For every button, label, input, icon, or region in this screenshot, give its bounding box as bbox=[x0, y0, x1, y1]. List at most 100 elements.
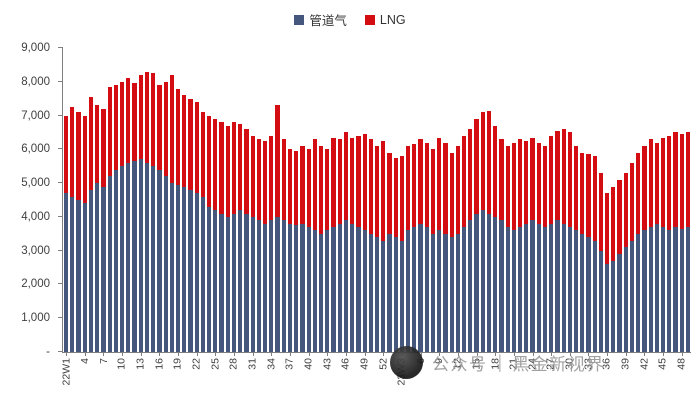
pipeline-gas-segment bbox=[406, 230, 411, 352]
bar-week-87 bbox=[598, 48, 604, 352]
legend-label-pipeline-gas: 管道气 bbox=[309, 14, 347, 28]
pipeline-gas-segment bbox=[88, 189, 94, 352]
pipeline-gas-segment bbox=[530, 220, 535, 352]
pipeline-gas-segment bbox=[480, 210, 485, 352]
lng-segment bbox=[418, 139, 423, 224]
lng-segment bbox=[300, 145, 305, 224]
bar-week-68 bbox=[480, 48, 486, 352]
bar-week-34: 34 bbox=[265, 48, 277, 370]
pipeline-gas-segment bbox=[138, 159, 143, 352]
x-tick-label: 28 bbox=[228, 358, 241, 370]
pipeline-gas-segment bbox=[207, 206, 212, 352]
bar-week-1: 22W1 bbox=[60, 48, 72, 385]
lng-segment bbox=[306, 149, 311, 228]
y-tick-label: 2,000 bbox=[21, 278, 50, 291]
bar-week-36 bbox=[281, 48, 287, 352]
bar-week-25: 25 bbox=[209, 48, 221, 370]
bar-week-69 bbox=[486, 48, 492, 352]
pipeline-gas-segment bbox=[356, 227, 361, 352]
y-tick-label: 8,000 bbox=[21, 75, 50, 88]
pipeline-gas-segment bbox=[157, 169, 162, 352]
lng-segment bbox=[287, 149, 293, 224]
pipeline-gas-segment bbox=[325, 230, 330, 352]
bar-week-13: 13 bbox=[135, 48, 147, 370]
pipeline-gas-segment bbox=[661, 227, 666, 352]
lng-segment bbox=[648, 139, 653, 228]
pipeline-gas-segment bbox=[673, 227, 678, 352]
lng-swatch-icon bbox=[364, 14, 375, 25]
pipeline-gas-segment bbox=[549, 223, 554, 352]
x-tick-label: 39 bbox=[619, 358, 632, 370]
pipeline-gas-segment bbox=[306, 227, 311, 352]
lng-segment bbox=[113, 85, 118, 170]
lng-segment bbox=[567, 132, 572, 228]
bar-week-95 bbox=[648, 48, 654, 352]
bar-week-60 bbox=[430, 48, 436, 352]
bar-week-42 bbox=[318, 48, 324, 352]
x-tick-label: 13 bbox=[134, 358, 147, 370]
bar-week-14 bbox=[144, 48, 150, 352]
pipeline-gas-segment bbox=[331, 227, 336, 352]
pipeline-gas-segment bbox=[101, 186, 106, 352]
pipeline-gas-segment bbox=[374, 237, 380, 352]
pipeline-gas-segment bbox=[474, 213, 479, 352]
lng-segment bbox=[275, 105, 280, 217]
watermark-separator: | bbox=[497, 352, 503, 372]
x-tick-label: 52 bbox=[377, 358, 390, 370]
bar-week-93 bbox=[635, 48, 641, 352]
bar-week-9 bbox=[113, 48, 119, 352]
pipeline-gas-segment bbox=[449, 237, 454, 352]
bar-week-79: 27 bbox=[545, 48, 557, 370]
lng-segment bbox=[325, 149, 330, 231]
pipeline-gas-segment bbox=[231, 213, 237, 352]
bar-week-49: 49 bbox=[359, 48, 371, 370]
bar-week-5 bbox=[88, 48, 94, 352]
y-tick-mark bbox=[58, 283, 63, 285]
bar-week-21 bbox=[187, 48, 193, 352]
x-tick-label: 22W1 bbox=[60, 358, 73, 386]
pipeline-gas-segment bbox=[163, 176, 168, 352]
x-tick-label: 22 bbox=[190, 358, 203, 370]
legend-label-lng: LNG bbox=[379, 12, 406, 27]
lng-segment bbox=[654, 142, 659, 224]
pipeline-gas-segment bbox=[462, 227, 467, 352]
pipeline-gas-segment bbox=[418, 223, 423, 352]
pipeline-gas-segment bbox=[368, 233, 373, 352]
pipeline-gas-segment bbox=[617, 254, 622, 352]
pipeline-gas-segment bbox=[188, 189, 193, 352]
lng-segment bbox=[88, 97, 94, 190]
bar-week-19: 19 bbox=[172, 48, 184, 370]
pipeline-gas-segment bbox=[468, 220, 473, 352]
pipeline-gas-segment bbox=[238, 210, 243, 352]
bar-week-86 bbox=[592, 48, 598, 352]
x-tick-label: 43 bbox=[321, 358, 334, 370]
pipeline-gas-segment bbox=[536, 223, 541, 352]
y-tick-label: 7,000 bbox=[21, 109, 50, 122]
lng-segment bbox=[337, 139, 342, 224]
pipeline-gas-swatch-icon bbox=[294, 14, 305, 25]
y-tick-label: 1,000 bbox=[21, 312, 50, 325]
pipeline-gas-segment bbox=[318, 233, 324, 352]
bar-week-80 bbox=[554, 48, 560, 352]
lng-segment bbox=[437, 137, 442, 231]
lng-segment bbox=[107, 86, 112, 177]
lng-segment bbox=[617, 179, 622, 255]
lng-segment bbox=[517, 139, 523, 228]
x-tick-label: 4 bbox=[78, 358, 91, 364]
bar-week-12 bbox=[131, 48, 137, 352]
pipeline-gas-segment bbox=[169, 183, 174, 352]
pipeline-gas-segment bbox=[119, 166, 125, 352]
pipeline-gas-segment bbox=[287, 223, 293, 352]
pipeline-gas-segment bbox=[107, 176, 112, 352]
pipeline-gas-segment bbox=[505, 227, 510, 352]
pipeline-gas-segment bbox=[623, 247, 628, 352]
bar-week-28: 28 bbox=[228, 48, 240, 370]
pipeline-gas-segment bbox=[175, 184, 181, 352]
lng-segment bbox=[132, 83, 137, 162]
pipeline-gas-segment bbox=[524, 223, 529, 352]
bar-week-67: 15 bbox=[471, 48, 483, 370]
lng-segment bbox=[462, 135, 467, 228]
y-tick-mark bbox=[58, 215, 63, 217]
bar-week-71 bbox=[498, 48, 504, 352]
lng-segment bbox=[592, 156, 597, 241]
